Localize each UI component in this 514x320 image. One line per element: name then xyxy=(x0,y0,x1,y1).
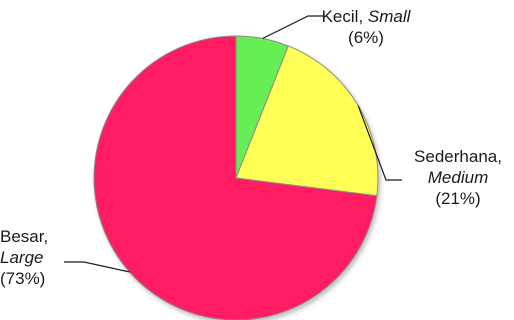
slice-value-large: (73%) xyxy=(0,269,46,288)
leader-line-medium xyxy=(357,105,402,181)
slice-name-en-medium: Medium xyxy=(427,168,489,187)
slice-name-medium: Sederhana, xyxy=(414,147,502,166)
leader-line-large xyxy=(64,261,130,273)
slice-label-large: Besar, Large (73%) xyxy=(0,226,64,289)
slice-label-medium: Sederhana, Medium (21%) xyxy=(400,146,514,209)
slice-name-en-large: Large xyxy=(0,248,44,267)
slice-value-medium: (21%) xyxy=(435,189,481,208)
slice-label-small: Kecil, Small (6%) xyxy=(300,6,432,48)
slice-name-en-small: Small xyxy=(367,7,411,26)
slice-name-large: Besar, xyxy=(0,227,49,246)
leader-line-small xyxy=(262,15,324,40)
slice-name-small: Kecil xyxy=(321,7,359,26)
slice-value-small: (6%) xyxy=(348,28,384,47)
